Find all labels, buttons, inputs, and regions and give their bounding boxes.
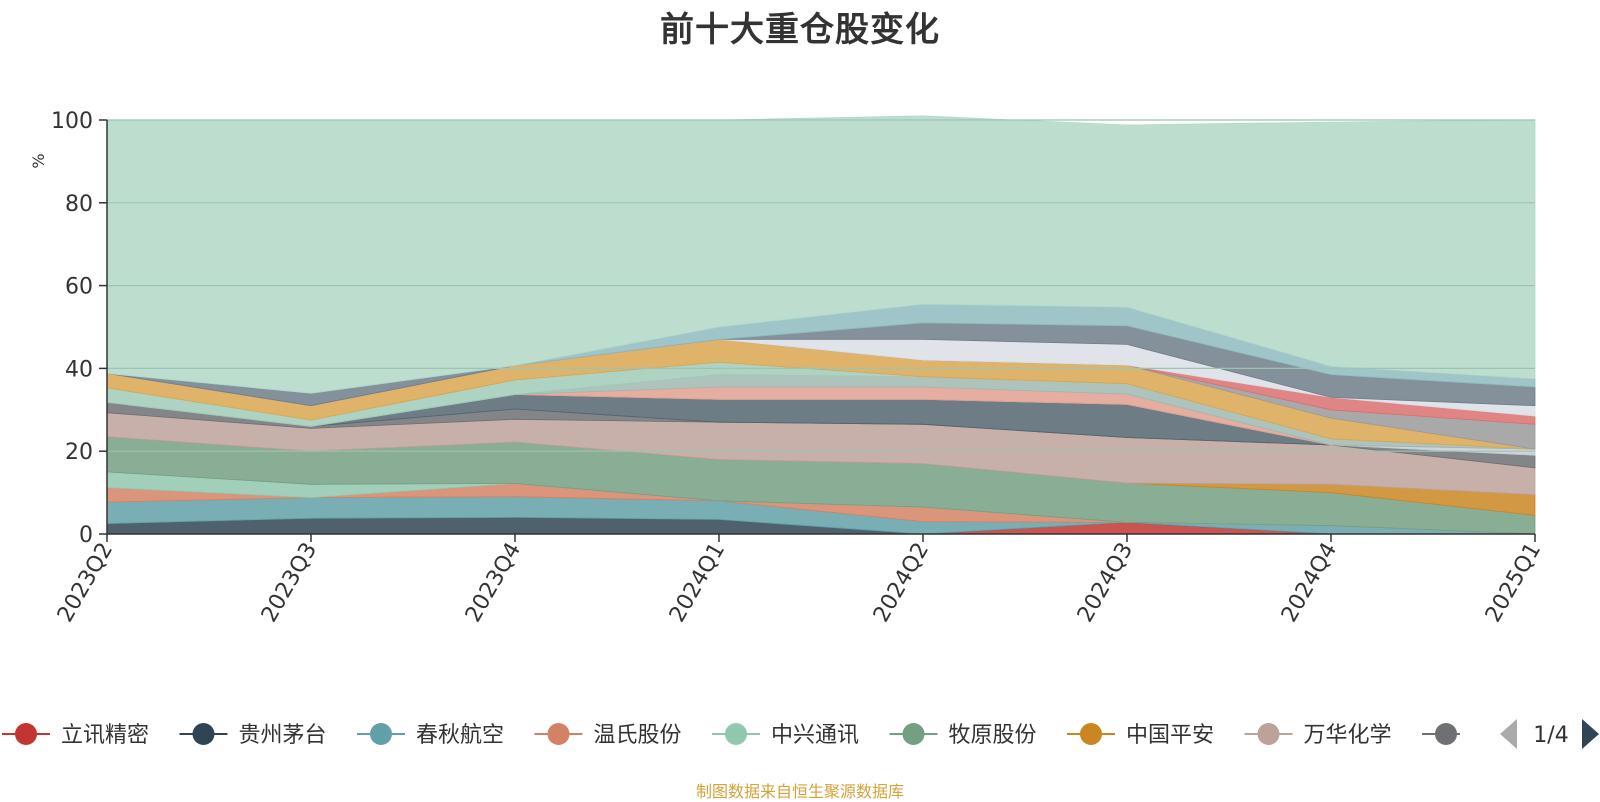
x-tick-label: 2024Q4 (1277, 539, 1342, 627)
legend-item-label[interactable]: 春秋航空 (416, 723, 504, 748)
legend-marker-icon[interactable] (15, 723, 37, 745)
y-axis-label: % (29, 153, 48, 168)
y-tick-label: 40 (65, 357, 93, 382)
y-tick-label: 0 (79, 523, 93, 548)
legend-item-label[interactable]: 万华化学 (1304, 723, 1392, 748)
legend-item-label[interactable]: 中兴通讯 (771, 723, 859, 748)
x-tick-label: 2024Q2 (869, 539, 934, 627)
legend-marker-icon[interactable] (192, 723, 215, 745)
legend-marker-icon[interactable] (725, 723, 747, 745)
legend-item-label[interactable]: 中国平安 (1126, 723, 1214, 748)
legend-marker-icon[interactable] (902, 723, 925, 745)
chart-title: 前十大重仓股变化 (660, 10, 940, 50)
legend-item-label[interactable]: 贵州茅台 (239, 723, 327, 748)
x-tick-label: 2023Q4 (461, 539, 526, 627)
legend-marker-icon[interactable] (547, 723, 570, 745)
legend-marker-icon[interactable] (1435, 723, 1457, 745)
source-note: 制图数据来自恒生聚源数据库 (695, 782, 904, 801)
x-tick-label: 2023Q2 (53, 539, 118, 627)
y-tick-label: 20 (65, 440, 93, 465)
x-tick-label: 2025Q1 (1481, 539, 1546, 627)
legend-marker-icon[interactable] (370, 723, 392, 745)
triangle-right-icon[interactable] (1582, 719, 1599, 749)
legend-marker-icon[interactable] (1080, 723, 1102, 745)
legend-item-label[interactable]: 牧原股份 (949, 723, 1037, 748)
x-tick-label: 2024Q3 (1073, 539, 1138, 627)
y-tick-label: 60 (65, 275, 93, 300)
legend-clip (1460, 712, 1600, 756)
triangle-left-icon[interactable] (1500, 719, 1517, 749)
legend-item-label[interactable]: 立讯精密 (61, 723, 149, 748)
legend-page-indicator: 1/4 (1533, 723, 1568, 748)
x-tick-label: 2024Q1 (665, 539, 730, 627)
y-tick-label: 100 (51, 109, 93, 134)
legend-item-label[interactable]: 温氏股份 (594, 723, 682, 748)
x-tick-label: 2023Q3 (257, 539, 322, 627)
y-tick-label: 80 (65, 192, 93, 217)
legend-marker-icon[interactable] (1257, 723, 1280, 745)
